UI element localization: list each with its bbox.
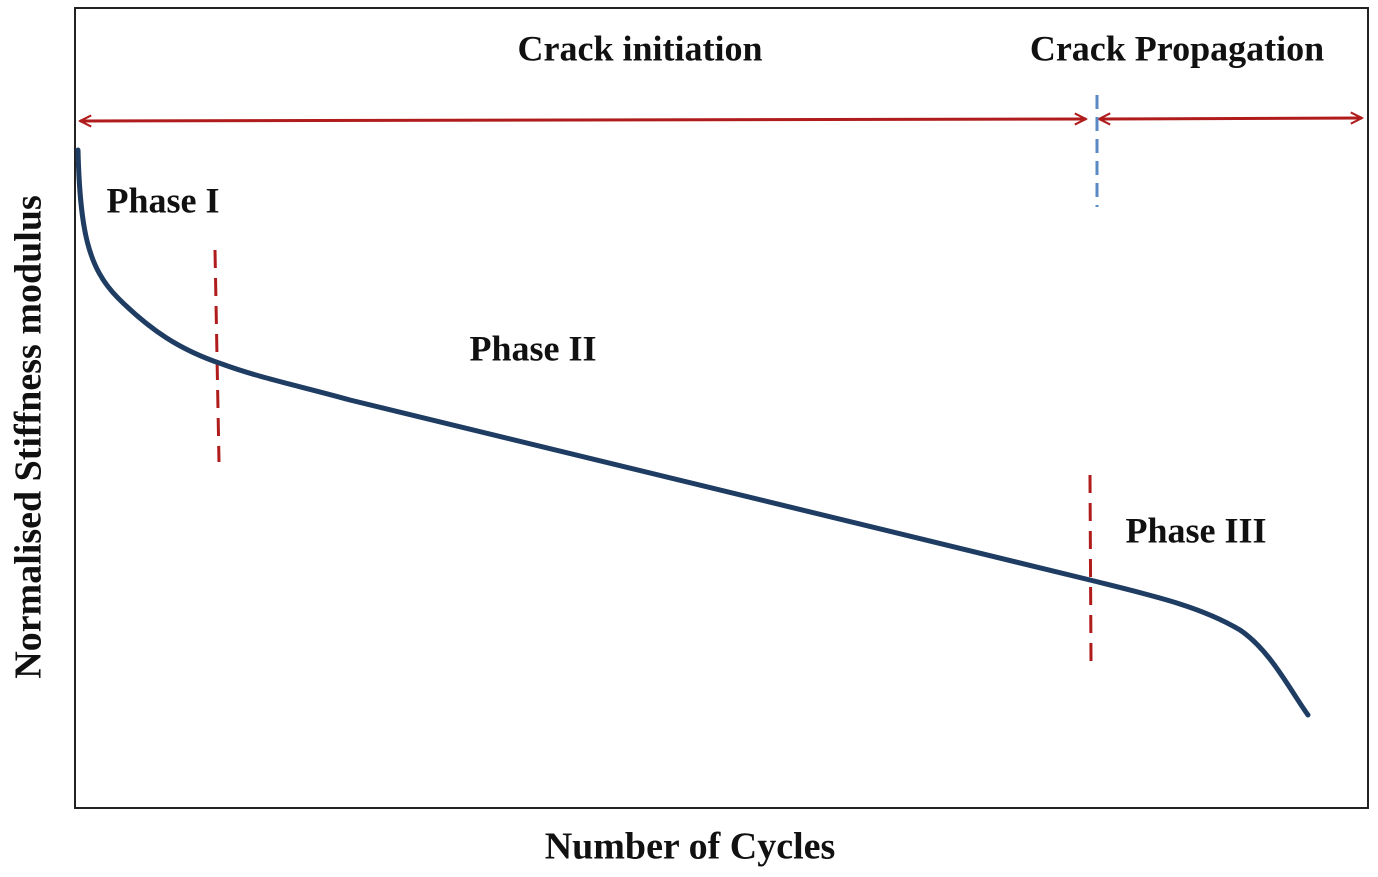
y-axis-label: Normalised Stiffness modulus: [8, 195, 50, 679]
phase-label: Phase III: [1125, 510, 1266, 550]
phase-label: Phase I: [106, 180, 219, 220]
x-axis-label: Number of Cycles: [545, 826, 836, 868]
stiffness-curve: [75, 147, 1311, 718]
propagation-arrow: [1099, 118, 1362, 119]
region-label: Crack Propagation: [1030, 28, 1324, 68]
initiation-arrow: [80, 119, 1086, 121]
region-label: Crack initiation: [517, 28, 762, 68]
plot-frame: [74, 7, 1369, 809]
phase-label: Phase II: [469, 328, 596, 368]
phase-divider: [213, 249, 221, 463]
phase-divider: [1088, 474, 1093, 663]
